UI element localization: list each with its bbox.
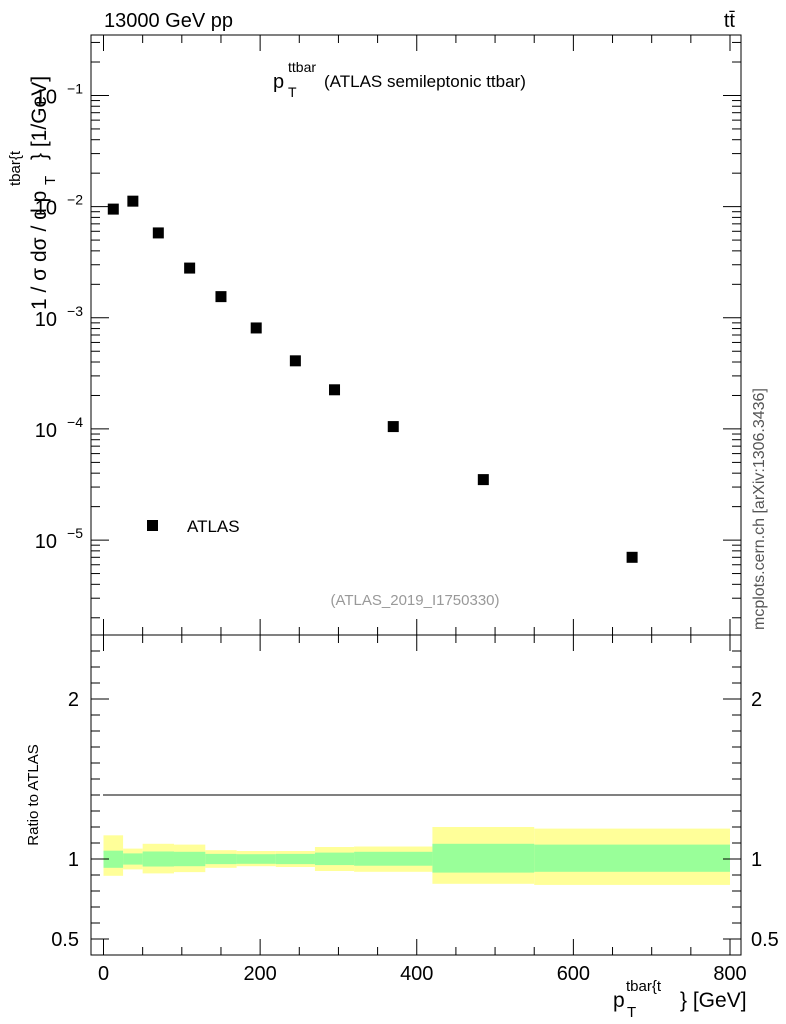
ratio-band-inner (534, 844, 730, 872)
plot-title-rest: (ATLAS semileptonic ttbar) (324, 72, 526, 91)
legend-marker (147, 520, 158, 531)
data-points (107, 195, 638, 563)
data-point (127, 195, 139, 207)
data-point (329, 384, 341, 396)
ratio-bands (103, 827, 730, 885)
ratio-y-tick-label-left: 1 (68, 849, 79, 871)
ratio-band-inner (205, 853, 237, 865)
main-y-label-sub: T (42, 176, 59, 185)
x-tick-label: 800 (713, 963, 746, 985)
ratio-y-tick-label-right: 1 (751, 849, 762, 871)
x-tick-label: 200 (243, 963, 276, 985)
data-point (184, 262, 196, 274)
ratio-plot-panel: 2 21 10.5 0.5 0 200 400 600 800 Ratio to ATLAS … (25, 634, 779, 1021)
y-tick-exponent: −4 (67, 414, 83, 430)
ratio-y-tick-label-left: 2 (68, 689, 79, 711)
main-y-label-sup: tbar{t (7, 150, 24, 186)
data-point (626, 551, 638, 563)
x-tick-label: 0 (98, 963, 109, 985)
ratio-band-inner (236, 854, 276, 864)
plot-title: p (273, 71, 284, 93)
ratio-y-tick-label-left: 0.5 (51, 929, 79, 951)
ratio-y-ticks: 2 2 1 1 0.5 0.5 (51, 650, 779, 951)
ratio-band-inner (314, 852, 355, 866)
svg-text:1 / σ dσ / d p: 1 / σ dσ / d p (28, 191, 51, 310)
main-plot-panel: 10 −1 10 −2 10 −3 10 −4 10 −5 p T ttbar (ATLAS se… (7, 34, 742, 636)
y-tick-label: 10 (35, 531, 57, 553)
legend-label: ATLAS (187, 517, 240, 536)
y-tick-label: 10 (35, 420, 57, 442)
data-point (152, 227, 164, 239)
data-point (107, 203, 119, 215)
ratio-band-inner (275, 853, 315, 865)
main-y-label: 1 / σ dσ / d p T tbar{t } [1/GeV] (7, 76, 59, 310)
ratio-band-inner (173, 851, 206, 867)
analysis-watermark: (ATLAS_2019_I1750330) (330, 592, 499, 609)
y-tick-exponent: −3 (67, 303, 83, 319)
plot-title-main: p (273, 71, 284, 93)
ratio-x-ticks: 0 200 400 600 800 (98, 635, 747, 985)
x-label-unit: } [GeV] (680, 989, 747, 1012)
ratio-band-inner (432, 843, 535, 873)
header-right-label: tt̄ (724, 10, 736, 32)
y-tick-label: 10 (35, 198, 57, 220)
y-tick-exponent: −2 (67, 192, 83, 208)
main-y-label-main: 1 / σ dσ / d p (28, 191, 51, 310)
plot-title-sub: T (288, 84, 297, 100)
side-label: mcplots.cern.ch [arXiv:1306.3436] (751, 388, 768, 630)
ratio-band-inner (103, 850, 124, 868)
main-x-ticks (103, 35, 731, 635)
header-left-label: 13000 GeV pp (104, 10, 233, 32)
ratio-y-tick-label-right: 2 (751, 689, 762, 711)
plot-title-sup: ttbar (288, 59, 316, 75)
x-label-main: p (613, 989, 625, 1012)
x-axis-label: p T tbar{t } [GeV] (613, 978, 747, 1021)
main-plot-frame (90, 34, 742, 636)
y-tick-exponent: −5 (67, 525, 83, 541)
data-point (387, 421, 399, 433)
ratio-band-inner (142, 851, 174, 867)
ratio-y-label: Ratio to ATLAS (25, 744, 42, 845)
x-tick-label: 600 (557, 963, 590, 985)
main-y-label-unit: } [1/GeV] (28, 76, 51, 160)
main-y-ticks: 10 −1 10 −2 10 −3 10 −4 10 −5 (35, 41, 741, 619)
data-point (215, 291, 227, 303)
data-point (477, 474, 489, 486)
data-point (250, 322, 262, 334)
y-tick-label: 10 (35, 309, 57, 331)
y-tick-label: 10 (35, 86, 57, 108)
y-tick-exponent: −1 (67, 80, 83, 96)
ratio-band-inner (123, 853, 143, 865)
ratio-y-tick-label-right: 0.5 (751, 929, 779, 951)
data-point (289, 355, 301, 367)
x-label-sub: T (627, 1004, 636, 1021)
ratio-band-inner (354, 851, 433, 866)
x-tick-label: 400 (400, 963, 433, 985)
x-label-sup: tbar{t (626, 978, 662, 995)
